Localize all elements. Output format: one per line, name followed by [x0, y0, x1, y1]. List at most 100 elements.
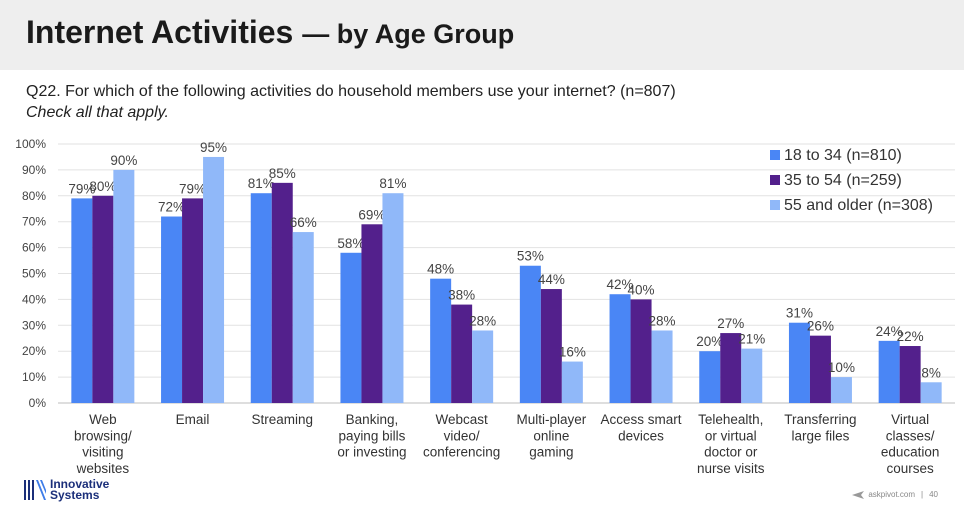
data-label: 28%: [649, 313, 676, 328]
data-label: 40%: [628, 282, 655, 297]
x-category-label: visiting: [82, 445, 123, 460]
data-label: 58%: [337, 236, 364, 251]
bar: [451, 304, 473, 403]
bar: [741, 348, 763, 403]
data-label: 95%: [200, 140, 227, 155]
x-category-label: Web: [89, 412, 117, 427]
bar: [182, 198, 204, 403]
bar: [699, 351, 721, 403]
bar: [540, 289, 562, 403]
footer-site: askpivot.com: [868, 490, 916, 499]
data-label: 16%: [559, 345, 586, 360]
bar: [651, 330, 673, 403]
x-category-label: devices: [618, 428, 664, 443]
y-tick-label: 80%: [22, 189, 46, 203]
data-label: 27%: [717, 316, 744, 331]
y-tick-label: 20%: [22, 344, 46, 358]
arrow-icon: [852, 490, 865, 499]
bar: [271, 182, 293, 403]
data-label: 79%: [179, 181, 206, 196]
bar: [203, 156, 225, 403]
data-label: 72%: [158, 200, 185, 215]
legend-label: 55 and older (n=308): [784, 197, 933, 214]
bar: [92, 195, 114, 403]
x-category-label: Email: [176, 412, 210, 427]
legend-swatch: [770, 200, 780, 210]
data-label: 26%: [807, 319, 834, 334]
data-label: 10%: [828, 360, 855, 375]
y-tick-label: 90%: [22, 163, 46, 177]
x-category-label: doctor or: [704, 445, 758, 460]
y-tick-label: 70%: [22, 215, 46, 229]
bar: [519, 265, 541, 403]
x-category-label: or virtual: [705, 428, 757, 443]
data-label: 28%: [469, 313, 496, 328]
bar: [430, 278, 452, 403]
legend-swatch: [770, 175, 780, 185]
x-category-label: courses: [887, 461, 935, 475]
x-category-label: Webcast: [436, 412, 489, 427]
bar-chart: 0%10%20%30%40%50%60%70%80%90%100%79%80%9…: [15, 137, 955, 475]
bar: [340, 252, 362, 403]
bar: [71, 198, 93, 403]
page-number: 40: [929, 490, 938, 499]
x-category-label: or investing: [337, 445, 406, 460]
logo-mark-icon: [24, 480, 46, 500]
title-subtitle: — by Age Group: [302, 19, 515, 49]
x-category-label: websites: [76, 461, 130, 475]
bar: [830, 377, 852, 403]
data-label: 80%: [89, 179, 116, 194]
logo-line-1: Innovative: [50, 477, 110, 491]
data-label: 79%: [68, 181, 95, 196]
x-category-label: gaming: [529, 445, 573, 460]
question-text: Q22. For which of the following activiti…: [26, 83, 676, 100]
data-label: 48%: [427, 262, 454, 277]
bar: [720, 333, 742, 403]
bar: [472, 330, 494, 403]
data-label: 66%: [290, 215, 317, 230]
data-label: 81%: [248, 176, 275, 191]
y-tick-label: 60%: [22, 241, 46, 255]
data-label: 22%: [897, 329, 924, 344]
bar: [561, 361, 583, 403]
data-label: 24%: [876, 324, 903, 339]
bar: [609, 294, 631, 403]
x-category-label: Telehealth,: [698, 412, 763, 427]
bar: [382, 193, 404, 403]
question-instruction: Check all that apply.: [26, 104, 169, 121]
bar: [920, 382, 942, 403]
x-category-label: online: [533, 428, 569, 443]
y-tick-label: 10%: [22, 370, 46, 384]
footer: askpivot.com | 40: [852, 490, 938, 499]
y-tick-label: 0%: [29, 396, 47, 410]
x-category-label: large files: [792, 428, 850, 443]
x-category-label: Banking,: [346, 412, 399, 427]
y-tick-label: 40%: [22, 292, 46, 306]
data-label: 42%: [607, 277, 634, 292]
bar: [788, 322, 810, 403]
x-category-label: Access smart: [601, 412, 682, 427]
x-category-label: Streaming: [251, 412, 313, 427]
x-category-label: education: [881, 445, 940, 460]
data-label: 85%: [269, 166, 296, 181]
bar: [878, 340, 900, 403]
data-label: 8%: [921, 365, 941, 380]
x-category-label: paying bills: [339, 428, 406, 443]
data-label: 38%: [448, 288, 475, 303]
title-band: [0, 0, 964, 70]
legend-label: 18 to 34 (n=810): [784, 147, 902, 164]
title-main: Internet Activities: [26, 14, 294, 50]
x-category-label: nurse visits: [697, 461, 765, 475]
bar: [113, 169, 135, 403]
x-category-label: video/: [444, 428, 480, 443]
data-label: 44%: [538, 272, 565, 287]
y-tick-label: 100%: [15, 137, 46, 151]
bar: [899, 346, 921, 403]
y-tick-label: 30%: [22, 318, 46, 332]
logo-line-2: Systems: [50, 488, 100, 502]
bar: [292, 232, 314, 403]
x-category-label: conferencing: [423, 445, 500, 460]
data-label: 81%: [379, 176, 406, 191]
x-category-label: Multi-player: [516, 412, 586, 427]
data-label: 53%: [517, 249, 544, 264]
